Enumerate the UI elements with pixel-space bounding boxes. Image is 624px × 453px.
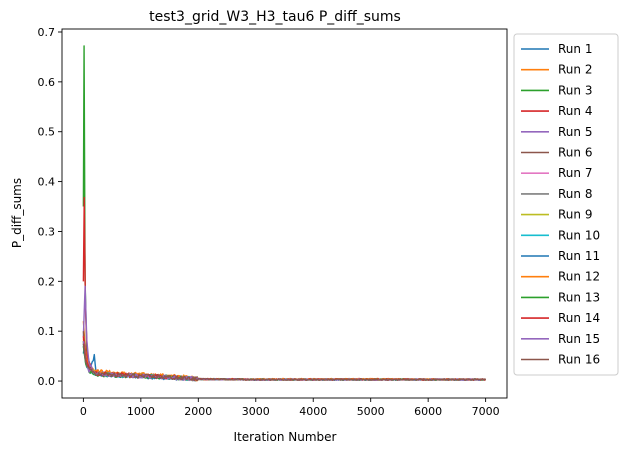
legend-label: Run 11	[558, 249, 600, 263]
y-tick-label: 0.4	[38, 176, 56, 189]
x-tick-label: 6000	[414, 405, 442, 418]
legend-entries: Run 1 Run 2 Run 3 Run 4 Run 5 Run 6 Run 7 Run 8…	[521, 42, 600, 367]
legend-label: Run 14	[558, 311, 600, 325]
x-tick-label: 5000	[357, 405, 385, 418]
legend-label: Run 4	[558, 104, 592, 118]
y-tick-label: 0.2	[38, 275, 56, 288]
x-tick-label: 2000	[184, 405, 212, 418]
legend-label: Run 7	[558, 166, 592, 180]
x-tick-label: 4000	[299, 405, 327, 418]
legend-label: Run 10	[558, 228, 600, 242]
y-tick-label: 0.6	[38, 76, 56, 89]
series-lines	[82, 45, 486, 382]
legend-label: Run 12	[558, 270, 600, 284]
legend: Run 1 Run 2 Run 3 Run 4 Run 5 Run 6 Run 7 Run 8…	[513, 33, 619, 376]
plot-area-frame	[61, 28, 508, 399]
y-tick-label: 0.0	[38, 375, 56, 388]
legend-label: Run 13	[558, 290, 600, 304]
y-axis-label: P_diff_sums	[10, 178, 24, 248]
series-line-run-16	[82, 343, 486, 382]
legend-label: Run 3	[558, 83, 592, 97]
legend-label: Run 1	[558, 42, 592, 56]
y-tick-label: 0.5	[38, 126, 56, 139]
legend-label: Run 6	[558, 146, 592, 160]
y-axis-ticks: 0.0 0.1 0.2 0.3 0.4 0.5 0.6 0.7	[38, 26, 62, 388]
legend-label: Run 9	[558, 208, 592, 222]
chart-title: test3_grid_W3_H3_tau6 P_diff_sums	[149, 9, 401, 25]
x-axis-label: Iteration Number	[234, 430, 337, 444]
legend-label: Run 5	[558, 125, 592, 139]
legend-label: Run 16	[558, 353, 600, 367]
legend-label: Run 2	[558, 63, 592, 77]
x-tick-label: 0	[80, 405, 87, 418]
x-tick-label: 3000	[242, 405, 270, 418]
legend-box	[513, 33, 619, 376]
legend-label: Run 8	[558, 187, 592, 201]
y-tick-label: 0.7	[38, 26, 56, 39]
legend-label: Run 15	[558, 332, 600, 346]
x-axis-ticks: 0 1000 2000 3000 4000 5000 6000 7000	[80, 398, 500, 418]
y-tick-label: 0.3	[38, 225, 56, 238]
x-tick-label: 1000	[127, 405, 155, 418]
y-tick-label: 0.1	[38, 325, 56, 338]
x-tick-label: 7000	[472, 405, 500, 418]
